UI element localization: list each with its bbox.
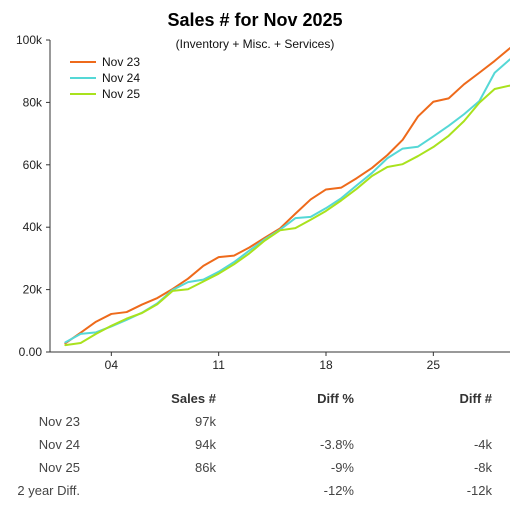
summary-row: Nov 24 94k -3.8% -4k [0, 434, 510, 457]
summary-row-label: 2 year Diff. [17, 483, 80, 498]
y-tick-label: 100k [16, 33, 43, 47]
x-axis: 04 11 18 25 [50, 351, 510, 372]
y-axis: 0.00 20k 40k 60k 80k 100k [16, 33, 51, 359]
legend: Nov 23 Nov 24 Nov 25 [70, 55, 140, 101]
summary-row-diff-pct: -3.8% [320, 437, 354, 452]
summary-header-diff-num: Diff # [459, 391, 493, 406]
summary-row-sales: 97k [195, 414, 216, 429]
series-line-nov-23 [64, 47, 510, 345]
series-lines [64, 47, 510, 347]
series-line-nov-25 [64, 84, 510, 347]
summary-header-sales: Sales # [171, 391, 216, 406]
y-tick-label: 0.00 [19, 345, 43, 359]
summary-row-sales: 94k [195, 437, 216, 452]
y-tick-label: 80k [23, 95, 43, 109]
summary-header-diff-pct: Diff % [317, 391, 354, 406]
summary-table: Sales # Diff % Diff # Nov 23 97k Nov 24 … [0, 388, 510, 503]
x-tick-label: 25 [427, 358, 441, 372]
summary-row-diff-num: -8k [473, 460, 492, 475]
summary-row: 2 year Diff. -12% -12k [0, 480, 510, 503]
summary-header-row: Sales # Diff % Diff # [0, 388, 510, 411]
summary-row-label: Nov 23 [38, 414, 80, 429]
summary-row-diff-num: -12k [466, 483, 492, 498]
summary-row-label: Nov 24 [38, 437, 80, 452]
summary-row-sales: 86k [195, 460, 216, 475]
y-tick-label: 20k [23, 283, 43, 297]
y-tick-label: 40k [23, 220, 43, 234]
summary-row: Nov 23 97k [0, 411, 510, 434]
y-tick-label: 60k [23, 158, 43, 172]
legend-label: Nov 23 [102, 55, 140, 69]
legend-label: Nov 24 [102, 71, 140, 85]
summary-row: Nov 25 86k -9% -8k [0, 457, 510, 480]
summary-row-diff-num: -4k [473, 437, 492, 452]
x-tick-label: 04 [105, 358, 119, 372]
series-line-nov-24 [64, 58, 510, 344]
legend-label: Nov 25 [102, 87, 140, 101]
chart-title: Sales # for Nov 2025 [167, 10, 343, 30]
x-tick-label: 18 [319, 358, 333, 372]
x-tick-label: 11 [212, 358, 225, 372]
summary-row-label: Nov 25 [38, 460, 80, 475]
chart-subtitle: (Inventory + Misc. + Services) [175, 37, 335, 51]
summary-row-diff-pct: -9% [330, 460, 354, 475]
summary-row-diff-pct: -12% [323, 483, 354, 498]
